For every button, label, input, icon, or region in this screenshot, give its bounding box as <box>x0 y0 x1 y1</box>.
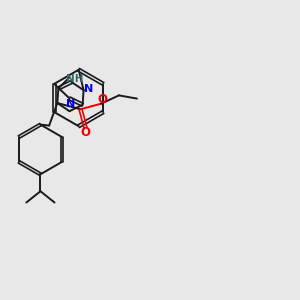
Text: N: N <box>84 84 94 94</box>
Text: N: N <box>66 99 76 109</box>
Text: O: O <box>81 126 91 139</box>
Text: NH: NH <box>66 74 84 84</box>
Text: O: O <box>98 93 107 106</box>
